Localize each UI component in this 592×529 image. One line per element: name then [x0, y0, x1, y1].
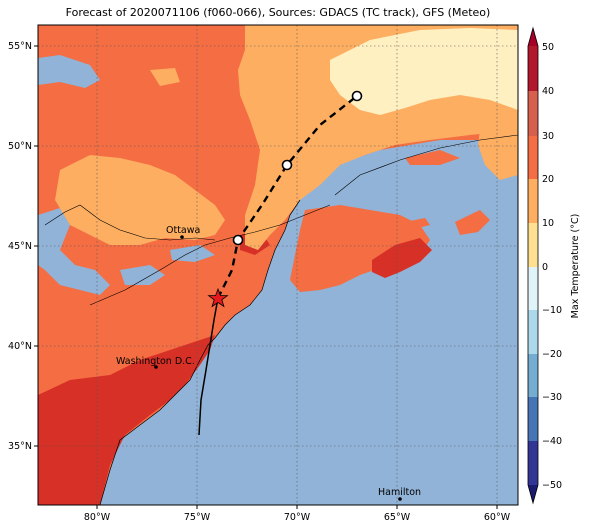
- colorbar-band: [528, 354, 538, 397]
- colorbar-band: [528, 223, 538, 267]
- lat-tick-label: 35°N: [8, 441, 32, 452]
- city-marker-hamilton: [398, 497, 402, 501]
- colorbar-tick: 30: [542, 131, 554, 142]
- colorbar-band: [528, 136, 538, 179]
- current-position-star-icon[interactable]: [207, 287, 229, 308]
- lon-tick-label: 75°W: [184, 512, 211, 523]
- map-panel[interactable]: Ottawa Washington D.C. Hamilton: [38, 25, 518, 505]
- colorbar-swatches: [527, 26, 539, 505]
- cool-region-northeast: [330, 28, 518, 115]
- colorbar-band: [528, 441, 538, 485]
- map-frame: [37, 24, 519, 506]
- state-border: [89, 204, 331, 306]
- track-point[interactable]: [351, 90, 363, 102]
- colorbar-band: [528, 267, 538, 310]
- lon-axis: 80°W 75°W 70°W 65°W 60°W: [84, 505, 511, 523]
- city-marker-washington: [154, 365, 158, 369]
- nova-scotia-land: [372, 238, 432, 278]
- city-label-ottawa: Ottawa: [166, 225, 200, 236]
- observed-track-line: [198, 297, 219, 436]
- lake-water: [38, 208, 110, 295]
- lat-axis: 55°N 50°N 45°N 40°N 35°N: [8, 41, 38, 452]
- colorbar: 50 40 30 20 10 0 −10 −20 −30 −40 −50 Max…: [527, 26, 581, 505]
- city-label-hamilton: Hamilton: [378, 487, 421, 498]
- lat-tick-label: 45°N: [8, 241, 32, 252]
- colorbar-tick: −50: [542, 480, 562, 491]
- city-label-washington: Washington D.C.: [116, 356, 195, 367]
- mild-region-small: [150, 68, 180, 86]
- lon-tick-label: 60°W: [484, 512, 511, 523]
- colorbar-band: [528, 46, 538, 91]
- pei-island: [405, 218, 430, 230]
- lat-tick-label: 40°N: [8, 341, 32, 352]
- colorbar-tick: −10: [542, 305, 562, 316]
- lat-tick-label: 55°N: [8, 41, 32, 52]
- mild-region-central: [55, 155, 225, 245]
- colorbar-band: [528, 397, 538, 441]
- colorbar-band: [528, 310, 538, 354]
- newfoundland-land: [478, 120, 518, 180]
- colorbar-min-arrow: [528, 485, 538, 503]
- lon-tick-label: 80°W: [84, 512, 111, 523]
- colorbar-tick: 40: [542, 86, 554, 97]
- gulf-water: [335, 140, 518, 235]
- colorbar-max-arrow: [528, 28, 538, 46]
- lake-water: [170, 245, 215, 262]
- colorbar-tick: 20: [542, 174, 554, 185]
- colorbar-band: [528, 91, 538, 136]
- colorbar-tick: 10: [542, 218, 554, 229]
- lat-tick-label: 50°N: [8, 141, 32, 152]
- lon-tick-label: 70°W: [284, 512, 311, 523]
- colorbar-label: Max Temperature (°C): [570, 214, 581, 319]
- colorbar-ticks: 50 40 30 20 10 0 −10 −20 −30 −40 −50: [542, 42, 562, 491]
- colorbar-tick: −30: [542, 392, 562, 403]
- colorbar-tick: −20: [542, 349, 562, 360]
- colorbar-tick: −40: [542, 436, 562, 447]
- map-title: Forecast of 2020071106 (f060-066), Sourc…: [65, 6, 491, 19]
- track-point[interactable]: [281, 159, 293, 171]
- anticosti-island: [405, 150, 460, 165]
- lon-tick-label: 65°W: [384, 512, 411, 523]
- lake-water: [120, 265, 165, 285]
- colorbar-band: [528, 179, 538, 223]
- coastline: [334, 134, 518, 196]
- maritimes-land: [290, 205, 430, 292]
- city-marker-ottawa: [180, 235, 184, 239]
- land-hot-region: [38, 335, 215, 505]
- colorbar-tick: 50: [542, 42, 554, 53]
- lake-water: [38, 55, 100, 88]
- coastline: [99, 199, 301, 505]
- colorbar-tick: 0: [542, 262, 548, 273]
- track-point[interactable]: [232, 234, 244, 246]
- cape-breton-island: [455, 210, 490, 235]
- province-border: [44, 204, 216, 241]
- graticule: [38, 25, 518, 505]
